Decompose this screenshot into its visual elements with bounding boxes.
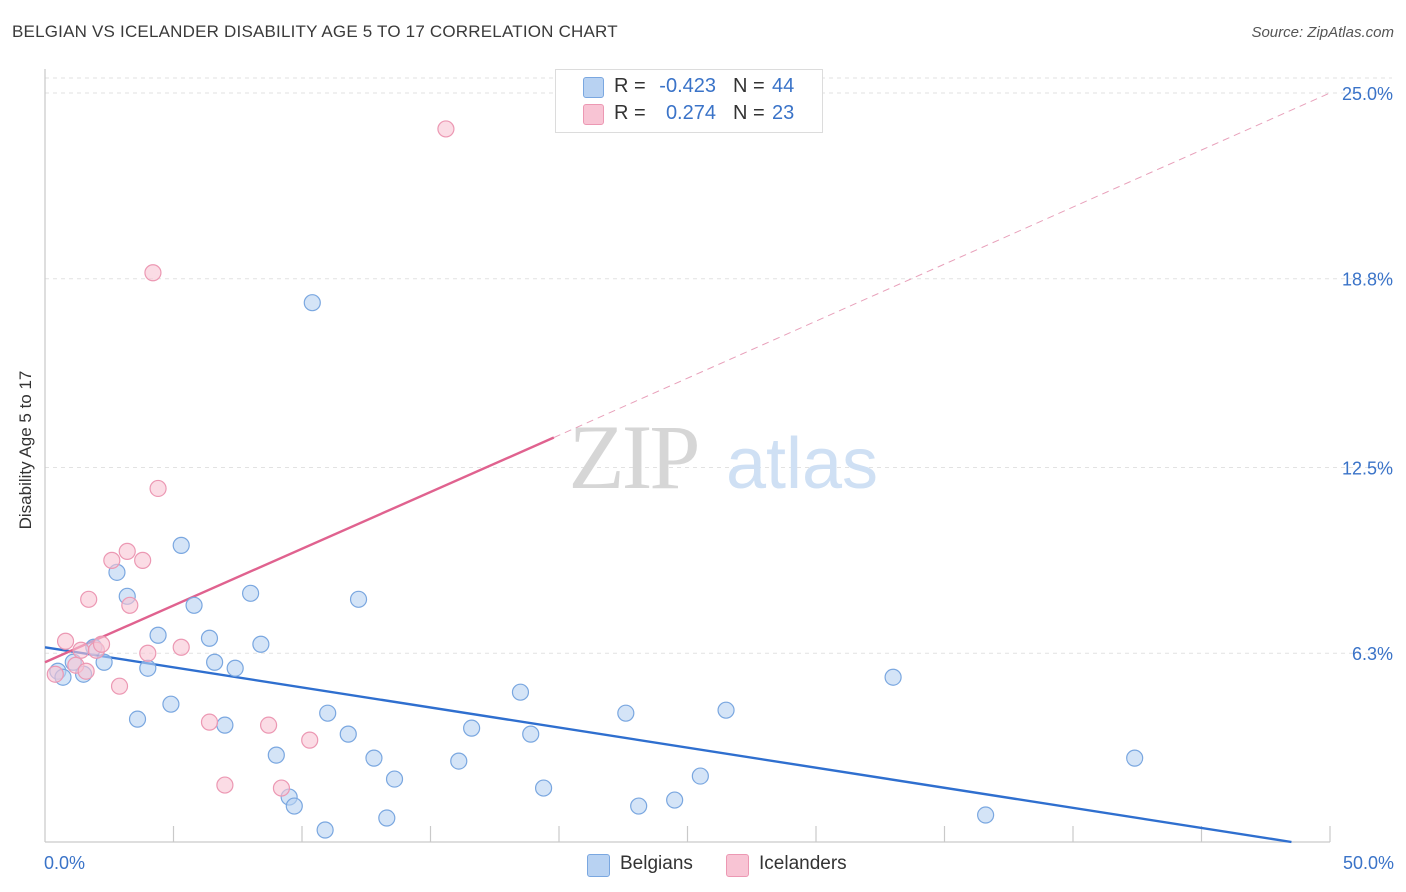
gridlines [45,77,1392,654]
belgian-point [316,821,334,839]
belgian-point [303,294,321,312]
belgian-point [385,770,404,788]
belgian-point [450,752,468,770]
icelander-point [72,641,90,659]
y-axis-label: Disability Age 5 to 17 [16,370,35,530]
belgian-point [339,725,357,743]
icelander-point [200,713,219,731]
legend-n-value: 23 [772,102,795,124]
correlation-legend: R = -0.423 N = 44 R = 0.274 N = 23 [555,69,823,133]
belgian-point [226,659,244,677]
icelanders-swatch [583,104,604,125]
watermark-zip: ZIP [569,406,698,508]
icelander-point [149,479,167,498]
icelander-point [134,551,152,569]
legend-n-value: 44 [772,75,795,97]
belgian-point [242,584,260,602]
icelander-point [110,677,129,695]
icelander-point [46,665,64,683]
icelander-point [118,542,136,560]
y-tick-label: 25.0% [1342,84,1393,104]
legend-n-label: N = [733,102,765,124]
belgian-point [617,704,635,722]
belgian-point [149,626,167,644]
icelander-point [77,662,95,680]
belgian-point [319,704,337,722]
belgian-point [200,629,219,647]
legend-r-label: R = [614,75,646,97]
icelander-point [172,638,190,656]
source-credit: Source: ZipAtlas.com [1251,24,1394,41]
belgian-point [463,719,481,737]
icelander-point [216,776,234,794]
belgians-swatch [583,77,604,98]
x-tick-label: 0.0% [44,853,85,873]
belgian-point [285,797,303,815]
belgian-point [977,806,995,824]
trend-lines [44,92,1331,844]
legend-r-value: -0.423 [659,75,716,97]
belgian-point [717,701,735,719]
belgian-point [139,659,157,677]
belgian-point [185,596,203,614]
belgian-point [128,710,147,728]
axes [44,69,1331,843]
icelander-point [301,731,319,749]
legend-row-icelanders: R = 0.274 N = 23 [556,101,822,127]
belgian-point [162,695,180,713]
icelander-point [103,551,121,569]
icelander-point [272,779,291,797]
y-tick-label: 12.5% [1342,458,1393,478]
chart-title: BELGIAN VS ICELANDER DISABILITY AGE 5 TO… [12,22,618,41]
belgian-point [378,809,396,827]
belgian-point [522,725,540,743]
belgian-point [884,668,902,686]
belgian-point [349,590,368,608]
belgian-point [95,653,113,671]
icelander-point [259,716,278,734]
icelanders-trend-line [44,436,555,664]
y-tick-label: 18.8% [1342,270,1393,290]
legend-r-label: R = [614,102,646,124]
watermark: ZIP atlas [569,406,879,508]
belgian-point [216,716,234,734]
icelander-point [56,632,75,650]
icelander-point [92,635,111,653]
belgian-point [365,749,383,767]
belgian-point [172,536,190,554]
legend-n-label: N = [733,75,765,97]
icelanders-trend-extension [553,92,1331,438]
belgians-trend-line [44,646,1292,844]
icelanders-legend-label: Icelanders [759,853,847,874]
y-tick-label: 6.3% [1352,644,1393,664]
tick-labels: 6.3% 12.5% 18.8% 25.0% 0.0% 50.0% [44,84,1394,873]
icelander-point [437,120,455,138]
belgian-point [1126,749,1144,767]
legend-r-value: 0.274 [665,102,716,124]
belgian-point [534,779,553,797]
belgian-point [666,791,684,809]
icelander-point [121,596,139,614]
belgian-point [691,767,709,785]
icelander-point [144,264,162,282]
icelanders-legend-swatch [726,854,749,877]
legend-row-belgians: R = -0.423 N = 44 [556,74,822,100]
icelander-point [139,644,157,662]
data-points [46,120,1144,839]
x-tick-label: 50.0% [1343,853,1394,873]
icelander-point [80,590,98,608]
belgians-legend-label: Belgians [620,853,693,874]
belgian-point [630,797,648,815]
belgian-point [511,683,530,701]
belgian-point [206,653,224,671]
watermark-atlas: atlas [726,424,878,504]
belgians-legend-swatch [587,854,610,877]
belgian-point [267,746,285,764]
belgian-point [252,635,270,653]
